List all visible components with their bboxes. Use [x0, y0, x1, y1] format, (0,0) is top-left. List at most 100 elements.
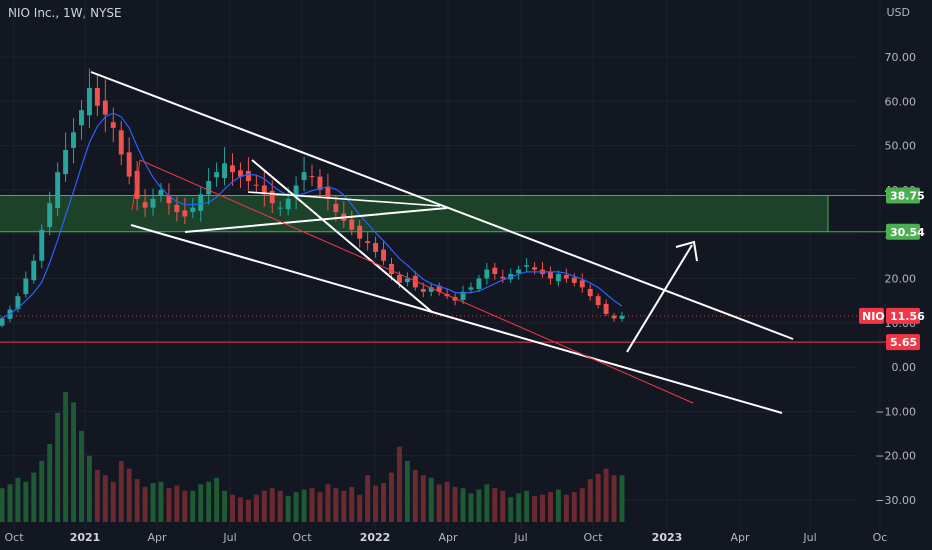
candle-body: [547, 272, 553, 279]
candle-body: [118, 130, 124, 155]
candle-body: [253, 184, 259, 186]
candle-body: [55, 172, 61, 209]
price-tag-label: 5.65: [890, 336, 917, 349]
candle-body: [94, 88, 100, 106]
candle-body: [174, 204, 180, 213]
candle-body: [532, 267, 538, 270]
price-tag-label: 11.56: [890, 310, 925, 323]
volume-bar: [214, 477, 220, 522]
candle-body: [555, 274, 561, 282]
candle-body: [476, 278, 482, 289]
volume-bar: [23, 481, 29, 522]
volume-bar: [587, 479, 593, 522]
candle-body: [198, 194, 204, 211]
volume-bar: [245, 499, 251, 522]
volume-bar: [198, 484, 204, 522]
volume-bar: [412, 470, 418, 522]
lower-channel-line: [130, 224, 783, 414]
volume-bar: [325, 484, 331, 522]
candle-body: [261, 185, 267, 195]
volume-bar: [309, 488, 315, 522]
volume-bar: [190, 490, 196, 522]
volume-bar: [94, 470, 100, 522]
candle-body: [15, 296, 21, 309]
volume-bar: [492, 488, 498, 522]
volume-bar: [563, 494, 569, 522]
candle-body: [484, 269, 490, 279]
x-tick-label: Apr: [147, 531, 167, 544]
candle-body: [190, 207, 196, 212]
volume-bar: [396, 446, 402, 522]
candle-body: [571, 277, 577, 283]
trend-drawings: [90, 71, 794, 414]
volume-bar: [547, 492, 553, 522]
x-tick-label: Jul: [513, 531, 527, 544]
x-tick-label: Apr: [730, 531, 750, 544]
volume-bar: [524, 490, 530, 522]
volume-bar: [452, 486, 458, 522]
volume-bar: [404, 460, 410, 522]
volume-bar: [182, 490, 188, 522]
volume-bar: [571, 492, 577, 522]
candle-body: [245, 170, 251, 182]
candle-body: [214, 172, 220, 178]
candle-body: [357, 225, 363, 239]
candle-body: [317, 176, 323, 190]
volume-bar: [603, 468, 609, 522]
volume-bar: [15, 477, 21, 522]
volume-bar: [31, 472, 37, 522]
candle-body: [365, 241, 371, 244]
volume-bar: [349, 486, 355, 522]
volume-bar: [277, 490, 283, 522]
volume-bar: [102, 475, 108, 522]
volume-bar: [381, 483, 387, 522]
volume-bar: [516, 493, 522, 522]
volume-bar: [341, 490, 347, 522]
volume-bar: [555, 489, 561, 522]
wedge-upper-line: [251, 159, 433, 313]
volume-bar: [532, 496, 538, 522]
volume-bar: [428, 477, 434, 522]
x-tick-label: 2023: [652, 531, 683, 544]
chart-title: NIO Inc., 1W, NYSE: [8, 6, 122, 20]
volume-bar: [420, 475, 426, 522]
upper-channel-line: [90, 71, 794, 340]
volume-bar: [86, 455, 92, 522]
volume-bar: [436, 484, 442, 522]
volume-bar: [317, 492, 323, 522]
price-tag-bg: [886, 187, 920, 204]
candle-body: [277, 207, 283, 209]
volume-bar: [619, 475, 625, 522]
price-tag-label: 38.75: [890, 189, 925, 202]
candle-body: [349, 219, 355, 230]
candle-body: [134, 170, 140, 199]
volume-bar: [118, 460, 124, 522]
x-tick-label: 2021: [70, 531, 101, 544]
candle-body: [412, 275, 418, 288]
price-tag-bg: [886, 223, 920, 240]
volume-bar: [595, 473, 601, 522]
candle-body: [150, 198, 156, 208]
candle-body: [285, 198, 291, 210]
moving-average: [1, 112, 623, 319]
candle-body: [468, 287, 474, 290]
volume-bar: [71, 402, 77, 522]
y-tick-label: 50.00: [885, 140, 917, 153]
price-tag-bg: [886, 307, 920, 324]
volume-bars: [0, 392, 625, 522]
candle-body: [420, 288, 426, 292]
wedge-lower-line: [184, 207, 448, 233]
x-tick-label: Oct: [583, 531, 603, 544]
x-tick-label: Jul: [222, 531, 236, 544]
volume-bar: [301, 489, 307, 522]
volume-bar: [261, 490, 267, 522]
candle-body: [71, 132, 77, 148]
volume-bar: [158, 481, 164, 522]
candle-body: [396, 275, 402, 283]
candle-body: [436, 285, 442, 292]
price-tag-label: 30.54: [890, 226, 925, 239]
volume-bar: [540, 494, 545, 522]
candle-body: [603, 303, 609, 314]
volume-bar: [47, 444, 53, 522]
